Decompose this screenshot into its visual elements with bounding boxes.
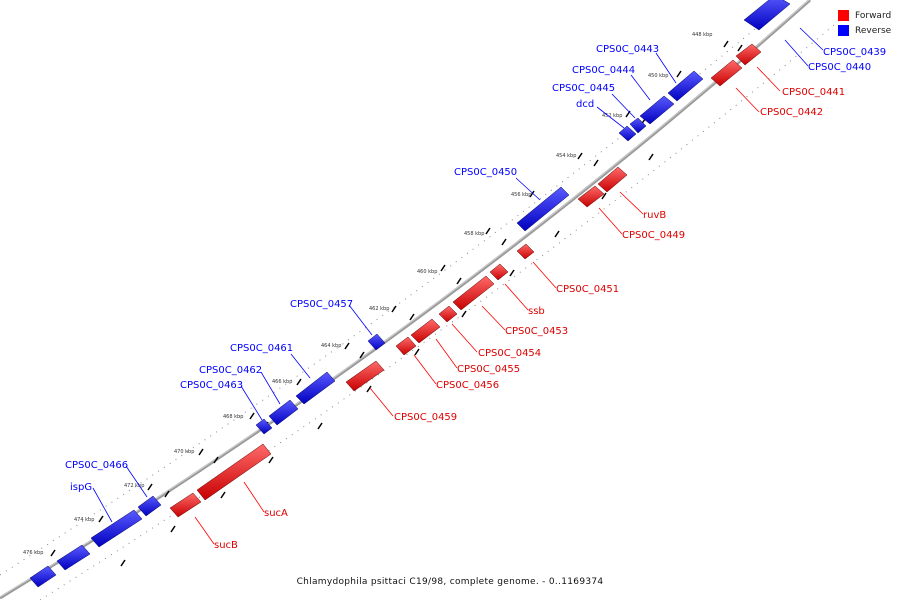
gene-label[interactable]: sucA <box>264 508 288 519</box>
forward-gene-labels: CPS0C_0441 CPS0C_0442 ruvB CPS0C_0449 CP… <box>214 87 845 551</box>
gene-label[interactable]: CPS0C_0462 <box>199 365 262 376</box>
gene-block-reverse[interactable] <box>618 125 637 142</box>
tick-label: 476 kbp <box>23 550 43 556</box>
gene-label[interactable]: sucB <box>214 540 238 551</box>
gene-block-forward[interactable] <box>735 43 762 66</box>
tick-label: 450 kbp <box>648 73 668 79</box>
tick-label: 456 kbp <box>511 192 531 198</box>
gene-label[interactable]: CPS0C_0449 <box>622 230 685 241</box>
gene-block-forward[interactable] <box>196 443 272 501</box>
tick-label: 458 kbp <box>464 231 484 237</box>
gene-block-forward[interactable] <box>452 275 495 311</box>
gene-label[interactable]: CPS0C_0451 <box>556 284 619 295</box>
gene-block-forward[interactable] <box>395 336 417 356</box>
gene-block-reverse[interactable] <box>743 0 791 31</box>
legend-label: Forward <box>855 10 892 21</box>
tick-label: 448 kbp <box>692 32 712 38</box>
inner-dotted-guide <box>39 19 841 600</box>
outer-dotted-guide <box>0 0 791 576</box>
gene-block-reverse[interactable] <box>255 418 273 435</box>
reverse-gene-labels: CPS0C_0439 CPS0C_0440 CPS0C_0443 CPS0C_0… <box>65 44 886 493</box>
tick-label: 452 kbp <box>602 113 622 119</box>
legend-item-reverse: Reverse <box>838 23 891 38</box>
reverse-genes <box>29 0 791 588</box>
gene-block-forward[interactable] <box>597 166 628 193</box>
gene-block-reverse[interactable] <box>629 117 647 134</box>
gene-label[interactable]: ispG <box>70 482 92 493</box>
gene-label[interactable]: CPS0C_0453 <box>505 326 568 337</box>
tick-label: 464 kbp <box>321 343 341 349</box>
gene-label[interactable]: CPS0C_0440 <box>808 62 871 73</box>
gene-label[interactable]: ruvB <box>643 210 666 221</box>
gene-label[interactable]: CPS0C_0441 <box>782 87 845 98</box>
gene-label[interactable]: CPS0C_0450 <box>454 167 517 178</box>
gene-label[interactable]: CPS0C_0443 <box>596 44 659 55</box>
gene-block-reverse[interactable] <box>295 371 336 405</box>
gene-block-forward[interactable] <box>489 263 509 281</box>
gene-block-forward[interactable] <box>577 185 605 208</box>
tick-label: 462 kbp <box>369 306 389 312</box>
tick-label: 466 kbp <box>272 379 292 385</box>
gene-block-reverse[interactable] <box>516 186 570 232</box>
gene-label[interactable]: CPS0C_0454 <box>478 348 541 359</box>
gene-label[interactable]: ssb <box>528 306 545 317</box>
legend-item-forward: Forward <box>838 8 891 23</box>
gene-label[interactable]: CPS0C_0442 <box>760 107 823 118</box>
gene-block-reverse[interactable] <box>367 333 386 351</box>
gene-label[interactable]: CPS0C_0444 <box>572 65 635 76</box>
gene-block-reverse[interactable] <box>29 565 57 588</box>
legend-swatch-forward <box>838 10 849 21</box>
gene-block-reverse[interactable] <box>90 509 143 548</box>
gene-block-reverse[interactable] <box>667 70 704 102</box>
gene-label[interactable]: CPS0C_0459 <box>394 412 457 423</box>
tick-labels: 448 kbp 450 kbp 452 kbp 454 kbp 456 kbp … <box>23 32 712 556</box>
tick-label: 460 kbp <box>417 269 437 275</box>
tick-label: 472 kbp <box>124 483 144 489</box>
gene-block-reverse[interactable] <box>137 495 162 517</box>
callout-lines <box>92 27 824 545</box>
gene-block-forward[interactable] <box>345 360 385 392</box>
tick-label: 470 kbp <box>174 449 194 455</box>
tick-label: 454 kbp <box>556 153 576 159</box>
tick-label: 474 kbp <box>74 517 94 523</box>
gene-block-forward[interactable] <box>438 305 458 323</box>
strand-legend: Forward Reverse <box>838 8 891 38</box>
gene-block-reverse[interactable] <box>268 399 299 426</box>
gene-label[interactable]: CPS0C_0445 <box>552 83 615 94</box>
gene-label[interactable]: CPS0C_0456 <box>436 380 499 391</box>
tick-marks <box>50 40 743 567</box>
legend-label: Reverse <box>855 25 892 36</box>
gene-block-forward[interactable] <box>516 243 535 260</box>
gene-block-reverse[interactable] <box>639 95 675 125</box>
gene-block-forward[interactable] <box>169 492 202 518</box>
gene-label[interactable]: dcd <box>576 99 594 110</box>
tick-label: 468 kbp <box>223 414 243 420</box>
gene-label[interactable]: CPS0C_0455 <box>457 364 520 375</box>
gene-label[interactable]: CPS0C_0461 <box>230 343 293 354</box>
gene-label[interactable]: CPS0C_0463 <box>180 380 243 391</box>
gene-block-forward[interactable] <box>710 59 743 87</box>
gene-label[interactable]: CPS0C_0457 <box>290 299 353 310</box>
legend-swatch-reverse <box>838 25 849 36</box>
gene-label[interactable]: CPS0C_0466 <box>65 460 128 471</box>
gene-label[interactable]: CPS0C_0439 <box>823 47 886 58</box>
genome-caption: Chlamydophila psittaci C19/98, complete … <box>296 577 604 587</box>
gene-block-reverse[interactable] <box>56 544 91 571</box>
forward-genes <box>169 43 762 518</box>
gene-block-forward[interactable] <box>410 318 441 344</box>
